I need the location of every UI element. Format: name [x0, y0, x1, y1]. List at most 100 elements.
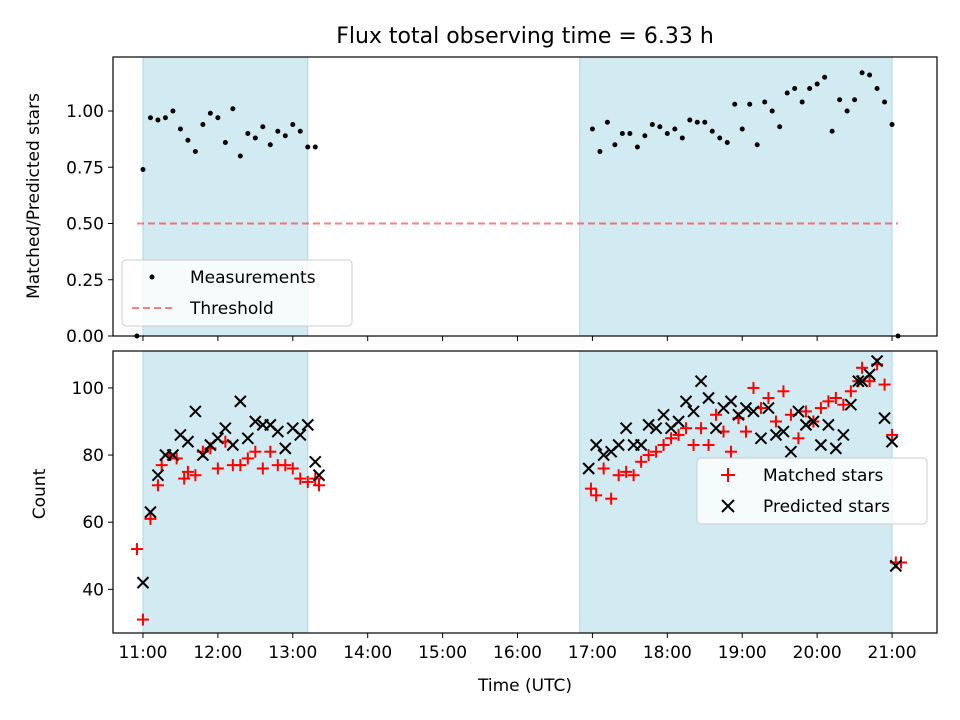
top-axes-frame	[112, 56, 938, 337]
measurement-point	[634, 144, 640, 150]
predicted-star-point-b	[822, 418, 835, 432]
predicted-star-point-b	[144, 505, 157, 519]
legend-matched-label: Matched stars	[763, 466, 883, 486]
predicted-star-point	[694, 375, 708, 388]
predicted-star-point-b	[762, 401, 775, 415]
predicted-star-point	[837, 428, 850, 442]
x-tick-label: 13:00	[268, 643, 317, 663]
predicted-star-point-b	[863, 368, 876, 381]
x-tick-label: 11:00	[118, 643, 167, 663]
matched-star-point	[878, 378, 891, 391]
measurement-point	[162, 115, 168, 121]
matched-star-point	[844, 385, 857, 398]
measurement-point	[619, 131, 625, 136]
predicted-star-point-b	[829, 442, 843, 455]
predicted-star-point	[885, 435, 899, 448]
measurement-point	[687, 117, 693, 123]
measurement-point	[822, 74, 828, 80]
measurement-point	[837, 97, 843, 103]
measurement-point	[702, 119, 708, 125]
predicted-star-point	[582, 462, 595, 475]
top-y-axis-label: Matched/Predicted stars	[24, 93, 44, 299]
predicted-star-point-b	[189, 405, 202, 418]
x-tick-label: 21:00	[868, 643, 917, 663]
predicted-star-point	[309, 455, 322, 468]
predicted-star-point-b	[286, 422, 299, 435]
measurement-point	[305, 144, 311, 150]
predicted-star-point-b	[870, 354, 884, 368]
matched-star-point	[597, 462, 610, 475]
x-tick-label: 19:00	[718, 643, 767, 663]
predicted-star-point	[807, 415, 820, 428]
matched-star-point	[264, 445, 277, 458]
measurement-point	[185, 137, 191, 143]
predicted-star-point	[799, 418, 813, 432]
measurement-point	[717, 135, 723, 141]
predicted-star-point	[852, 375, 865, 388]
measurement-point	[792, 86, 798, 91]
matched-star-point	[895, 556, 908, 569]
predicted-star-point-b	[219, 422, 232, 435]
matched-star-point	[837, 398, 850, 411]
predicted-star-point-b	[597, 448, 610, 462]
measurement-point	[275, 128, 281, 134]
predicted-star-point	[189, 405, 202, 418]
predicted-star-point-b	[642, 418, 655, 432]
predicted-star-point	[777, 425, 790, 438]
predicted-star-point	[679, 395, 693, 408]
matched-star-point	[739, 425, 752, 438]
predicted-star-point-b	[792, 405, 805, 418]
measurement-point	[784, 90, 790, 96]
measurement-point	[657, 124, 663, 130]
measurement-point	[859, 70, 865, 76]
measurement-point	[664, 131, 670, 136]
predicted-star-point-b	[747, 405, 760, 418]
predicted-star-point	[634, 438, 648, 452]
measurement-point	[732, 101, 738, 107]
predicted-star-point	[747, 405, 760, 418]
matched-star-point	[590, 489, 603, 502]
predicted-star-point-b	[649, 422, 663, 435]
matched-star-point	[189, 469, 202, 482]
top-shaded-interval-1	[579, 56, 893, 337]
matched-star-point	[178, 472, 191, 485]
measurement-point	[312, 144, 318, 150]
measurement-point	[589, 126, 595, 132]
matched-star-point	[136, 613, 149, 626]
matched-star-point	[680, 422, 693, 435]
predicted-star-point-b	[181, 435, 195, 448]
measurement-point	[889, 122, 895, 127]
top-legend-box	[121, 259, 353, 327]
bottom-y-tick-label: 40	[82, 580, 104, 600]
matched-star-point	[710, 408, 723, 421]
predicted-star-point	[814, 438, 828, 452]
matched-star-point	[635, 455, 648, 468]
matched-star-point	[279, 459, 292, 472]
predicted-star-point	[166, 448, 180, 462]
predicted-star-point-b	[837, 428, 850, 442]
matched-star-point	[769, 415, 782, 428]
measurement-point	[170, 108, 176, 114]
predicted-star-point	[136, 576, 150, 589]
legend-predicted-label: Predicted stars	[763, 497, 890, 517]
legend-measurements-label: Measurements	[190, 268, 316, 288]
predicted-star-point	[754, 432, 768, 445]
predicted-star-point	[762, 401, 775, 415]
matched-star-point	[687, 439, 700, 451]
predicted-star-point	[822, 418, 835, 432]
predicted-star-point-b	[264, 418, 277, 432]
matched-star-point	[249, 445, 262, 458]
predicted-star-point-b	[814, 438, 828, 452]
matched-star-point	[620, 465, 633, 478]
matched-star-point	[313, 479, 325, 492]
predicted-star-point	[196, 448, 210, 462]
predicted-star-point-b	[196, 448, 210, 462]
x-tick-label: 14:00	[343, 643, 392, 663]
matched-star-point	[665, 432, 678, 445]
measurement-point	[694, 119, 700, 125]
predicted-star-point-b	[166, 448, 180, 462]
measurement-point	[230, 106, 236, 112]
measurement-point	[245, 131, 251, 136]
predicted-star-point-b	[657, 408, 670, 421]
